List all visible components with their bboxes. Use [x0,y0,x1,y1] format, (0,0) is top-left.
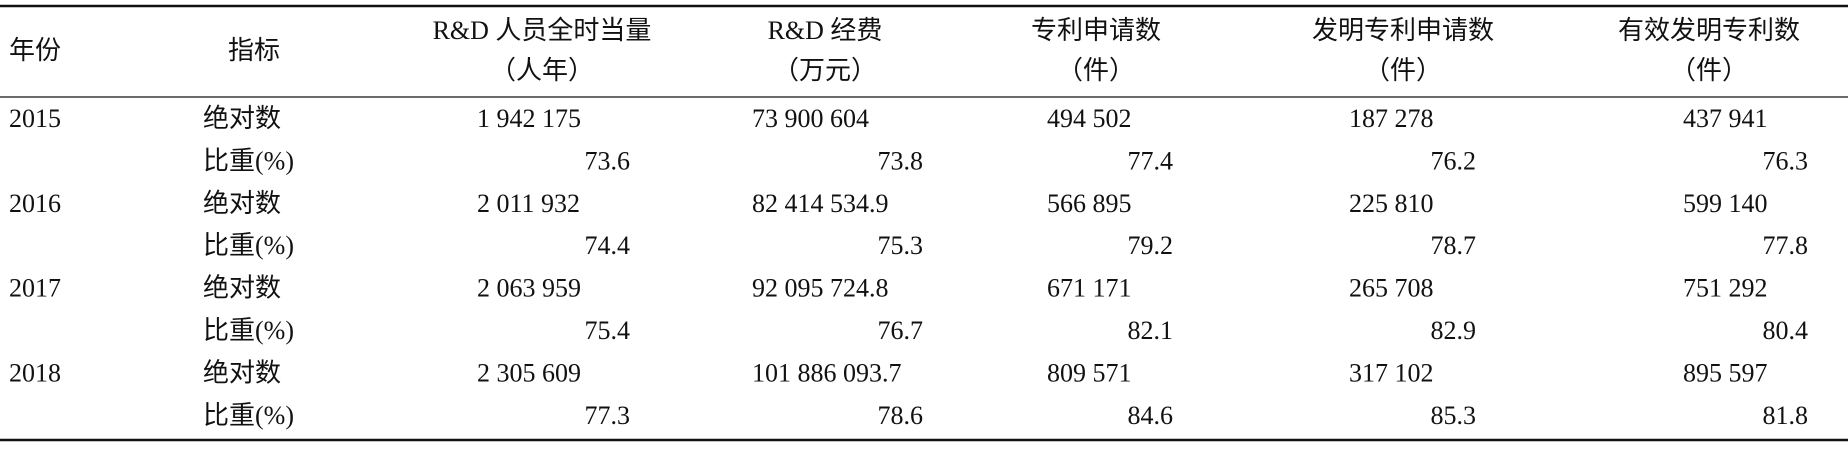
absolute-value: 671 171 [1047,274,1132,303]
share-value: 79.2 [1128,231,1174,260]
absolute-value: 92 095 724.8 [752,274,889,303]
absolute-value: 317 102 [1349,358,1434,387]
indicator-label: 比重(%) [203,401,294,430]
absolute-value: 225 810 [1349,189,1434,218]
absolute-value: 2 305 609 [477,358,581,387]
absolute-value: 101 886 093.7 [752,358,902,387]
column-title: R&D 人员全时当量 [433,16,652,45]
absolute-value: 187 278 [1349,104,1434,133]
absolute-value: 82 414 534.9 [752,189,889,218]
column-unit: （件） [1670,56,1748,85]
year: 2017 [9,274,61,303]
share-value: 84.6 [1128,401,1174,430]
absolute-value: 2 011 932 [477,189,580,218]
indicator-label: 绝对数 [203,189,281,218]
share-value: 76.3 [1763,146,1809,175]
column-title: 发明专利申请数 [1312,16,1494,45]
indicator-label: 绝对数 [203,274,281,303]
absolute-value: 265 708 [1349,274,1434,303]
share-value: 73.6 [585,146,631,175]
column-unit: （人年） [490,56,594,85]
share-value: 85.3 [1431,401,1477,430]
share-value: 81.8 [1763,401,1809,430]
column-unit: （件） [1364,56,1442,85]
share-value: 74.4 [585,231,631,260]
absolute-value: 895 597 [1683,358,1768,387]
indicator-label: 比重(%) [203,316,294,345]
year: 2016 [9,189,61,218]
share-value: 76.7 [878,316,924,345]
absolute-value: 73 900 604 [752,104,869,133]
indicator-label: 绝对数 [203,358,281,387]
share-value: 80.4 [1763,316,1809,345]
column-title: 专利申请数 [1031,16,1161,45]
share-value: 76.2 [1431,146,1477,175]
absolute-value: 1 942 175 [477,104,581,133]
column-title: 年份 [9,36,61,65]
share-value: 77.8 [1763,231,1809,260]
share-value: 82.9 [1431,316,1477,345]
absolute-value: 437 941 [1683,104,1768,133]
share-value: 82.1 [1128,316,1174,345]
absolute-value: 599 140 [1683,189,1768,218]
share-value: 75.4 [585,316,631,345]
year: 2015 [9,104,61,133]
share-value: 75.3 [878,231,924,260]
indicator-label: 比重(%) [203,146,294,175]
share-value: 73.8 [878,146,924,175]
column-unit: （万元） [773,56,877,85]
absolute-value: 751 292 [1683,274,1768,303]
share-value: 77.3 [585,401,631,430]
absolute-value: 494 502 [1047,104,1132,133]
absolute-value: 809 571 [1047,358,1132,387]
share-value: 77.4 [1128,146,1174,175]
column-title: 有效发明专利数 [1618,16,1800,45]
column-unit: （件） [1057,56,1135,85]
year: 2018 [9,358,61,387]
absolute-value: 2 063 959 [477,274,581,303]
indicator-label: 比重(%) [203,231,294,260]
share-value: 78.7 [1431,231,1477,260]
indicator-label: 绝对数 [203,104,281,133]
column-title: R&D 经费 [768,16,883,45]
column-title: 指标 [228,36,280,65]
absolute-value: 566 895 [1047,189,1132,218]
share-value: 78.6 [878,401,924,430]
